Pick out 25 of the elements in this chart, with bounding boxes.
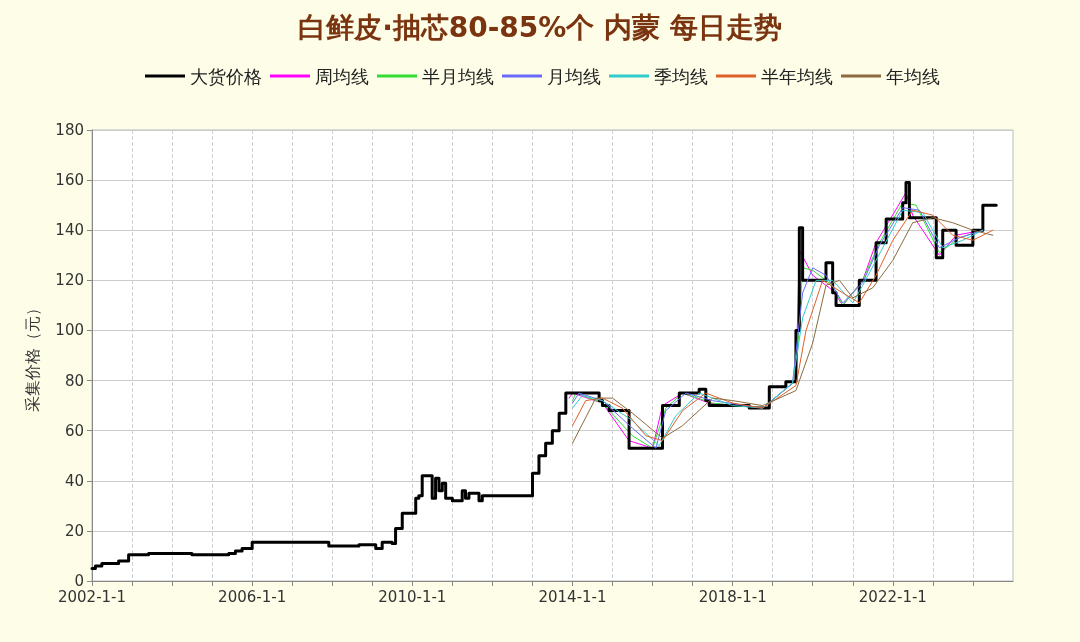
x-tick-label: 2002-1-1 [57,587,127,606]
y-tick-label: 140 [55,221,84,240]
legend-label: 周均线 [315,65,369,87]
legend-label: 大货价格 [190,65,262,87]
y-tick-label: 120 [55,271,84,290]
legend-label: 季均线 [654,65,708,87]
y-tick-label: 180 [55,121,84,139]
y-tick-label: 40 [64,471,84,490]
x-tick-label: 2018-1-1 [698,587,767,606]
y-tick-label: 80 [64,371,84,390]
y-tick-label: 20 [64,521,84,540]
legend-label: 半月均线 [422,65,494,87]
x-tick-label: 2006-1-1 [218,587,287,606]
x-tick-label: 2014-1-1 [538,587,607,606]
y-tick-label: 0 [74,572,84,590]
x-tick-label: 2010-1-1 [378,587,447,606]
chart-title: 白鲜皮·抽芯80-85%个 内蒙 每日走势 [298,10,782,44]
legend-label: 月均线 [547,65,601,87]
y-axis-title: 采集价格（元） [22,299,42,412]
y-tick-label: 160 [55,171,84,190]
legend-label: 年均线 [886,65,940,87]
y-tick-label: 60 [64,421,84,440]
legend-label: 半年均线 [761,65,833,87]
x-tick-label: 2022-1-1 [858,587,927,606]
y-tick-label: 100 [55,321,84,340]
